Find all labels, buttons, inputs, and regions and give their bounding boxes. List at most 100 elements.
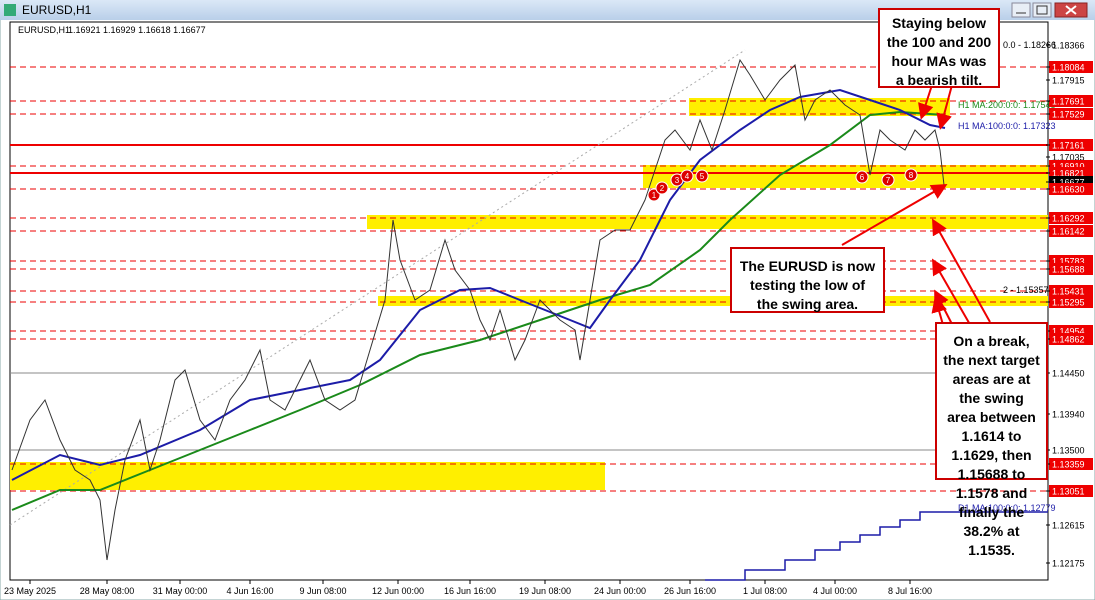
fib-trend-line [9,49,746,526]
price-label: 1.17915 [1052,76,1085,86]
arrow [932,218,991,323]
price-label: 1.17035 [1052,153,1085,163]
swing-marker [904,168,918,182]
price-label: 1.15295 [1052,298,1085,308]
date-label: 1 Jul 08:00 [743,586,787,596]
price-label: 1.15688 [1052,265,1085,275]
price-label: 1.15431 [1052,287,1085,297]
price-label-bg [1049,458,1093,470]
horizontal-levels [10,66,1048,492]
price-label-bg [1049,333,1093,345]
price-label: 1.13051 [1052,487,1085,497]
price-label: 1.16142 [1052,227,1085,237]
price-label: 1.17691 [1052,97,1085,107]
swing-marker-label: 7 [886,176,891,185]
swing-marker-label: 8 [909,171,914,180]
swing-zones [10,98,1048,490]
price-label-bg [1049,139,1093,151]
price-label-bg [1049,212,1093,224]
swing-zone [10,462,605,490]
swing-marker [881,173,895,187]
annotation-box: On a break, the next target areas are at… [935,322,1048,558]
price-label-bg [1049,183,1093,195]
indicator-label: D1 MA:100:0:0: 1.12779 [958,503,1056,513]
swing-marker-label: 4 [685,172,690,181]
restore-button[interactable] [1032,2,1052,18]
labels: EURUSD,H11.16921 1.16929 1.16618 1.16677… [4,25,1093,596]
date-label: 23 May 2025 [4,586,56,596]
price-label-bg [1049,296,1093,308]
window-icon [4,4,16,16]
date-label: 24 Jun 00:00 [594,586,646,596]
swing-marker-label: 2 [660,184,665,193]
price-label: 1.13500 [1052,446,1085,456]
date-label: 16 Jun 16:00 [444,586,496,596]
fib-label: 0.0 - 1.18266 [1003,40,1056,50]
swing-zone [367,215,1048,229]
price-label: 1.15783 [1052,257,1085,267]
restore-icon [1036,5,1048,15]
date-label: 26 Jun 16:00 [664,586,716,596]
minimize-button[interactable] [1011,2,1031,18]
swing-marker [680,169,694,183]
price-label: 1.18366 [1052,41,1085,51]
swing-marker-label: 1 [652,191,657,200]
d1-ma-line [705,511,1048,581]
price-label-bg [1049,263,1093,275]
date-label: 9 Jun 08:00 [299,586,346,596]
date-label: 4 Jun 16:00 [226,586,273,596]
price-label-bg [1049,108,1093,120]
price-label-bg [1049,95,1093,107]
indicator-label: H1 MA:100:0:0: 1.17323 [958,121,1056,131]
price-label: 1.16630 [1052,185,1085,195]
fib-label: 2 - 1.15357 [1003,285,1049,295]
price-label: 1.13940 [1052,410,1085,420]
swing-marker-label: 5 [700,172,705,181]
swing-marker-label: 6 [860,173,865,182]
date-label: 12 Jun 00:00 [372,586,424,596]
indicator-label: H1 MA:200:0:0: 1.17548 [958,100,1056,110]
date-label: 4 Jul 00:00 [813,586,857,596]
arrow [936,84,953,130]
swing-zone [689,98,950,116]
arrow [932,258,973,329]
close-icon [1065,5,1077,15]
date-label: 28 May 08:00 [80,586,135,596]
ma-100-line [11,88,946,481]
swing-zone [643,165,1048,188]
price-label: 1.12615 [1052,521,1085,531]
price-label: 1.17529 [1052,110,1085,120]
price-label: 1.14450 [1052,369,1085,379]
title-bar [0,0,1095,20]
annotation-box: The EURUSD is now testing the low of the… [730,247,885,313]
price-label: 1.16677 [1052,178,1085,188]
swing-marker-label: 3 [675,176,680,185]
price-label-bg [1049,61,1093,73]
window-title: EURUSD,H1 [22,3,92,17]
swing-marker [695,169,709,183]
window-controls [1011,2,1088,18]
price-label-bg [1049,225,1093,237]
ma-200-line [11,110,946,511]
date-label: 19 Jun 08:00 [519,586,571,596]
swing-marker [655,181,669,195]
arrow [841,183,948,246]
price-label: 1.12175 [1052,559,1085,569]
price-label: 1.16292 [1052,214,1085,224]
swing-marker [855,170,869,184]
date-label: 8 Jul 16:00 [888,586,932,596]
price-label: 1.16821 [1052,169,1085,179]
price-label: 1.18084 [1052,63,1085,73]
price-label: 1.16910 [1052,162,1085,172]
price-label: 1.14862 [1052,335,1085,345]
price-label-bg [1049,285,1093,297]
date-label: 31 May 00:00 [153,586,208,596]
chart-symbol: EURUSD,H1 [18,25,70,35]
price-label: 1.17161 [1052,141,1085,151]
annotation-box: Staying below the 100 and 200 hour MAs w… [878,8,1000,88]
chart-ohlc: 1.16921 1.16929 1.16618 1.16677 [68,25,206,35]
swing-zone [378,296,1048,306]
price-label: 1.13359 [1052,460,1085,470]
